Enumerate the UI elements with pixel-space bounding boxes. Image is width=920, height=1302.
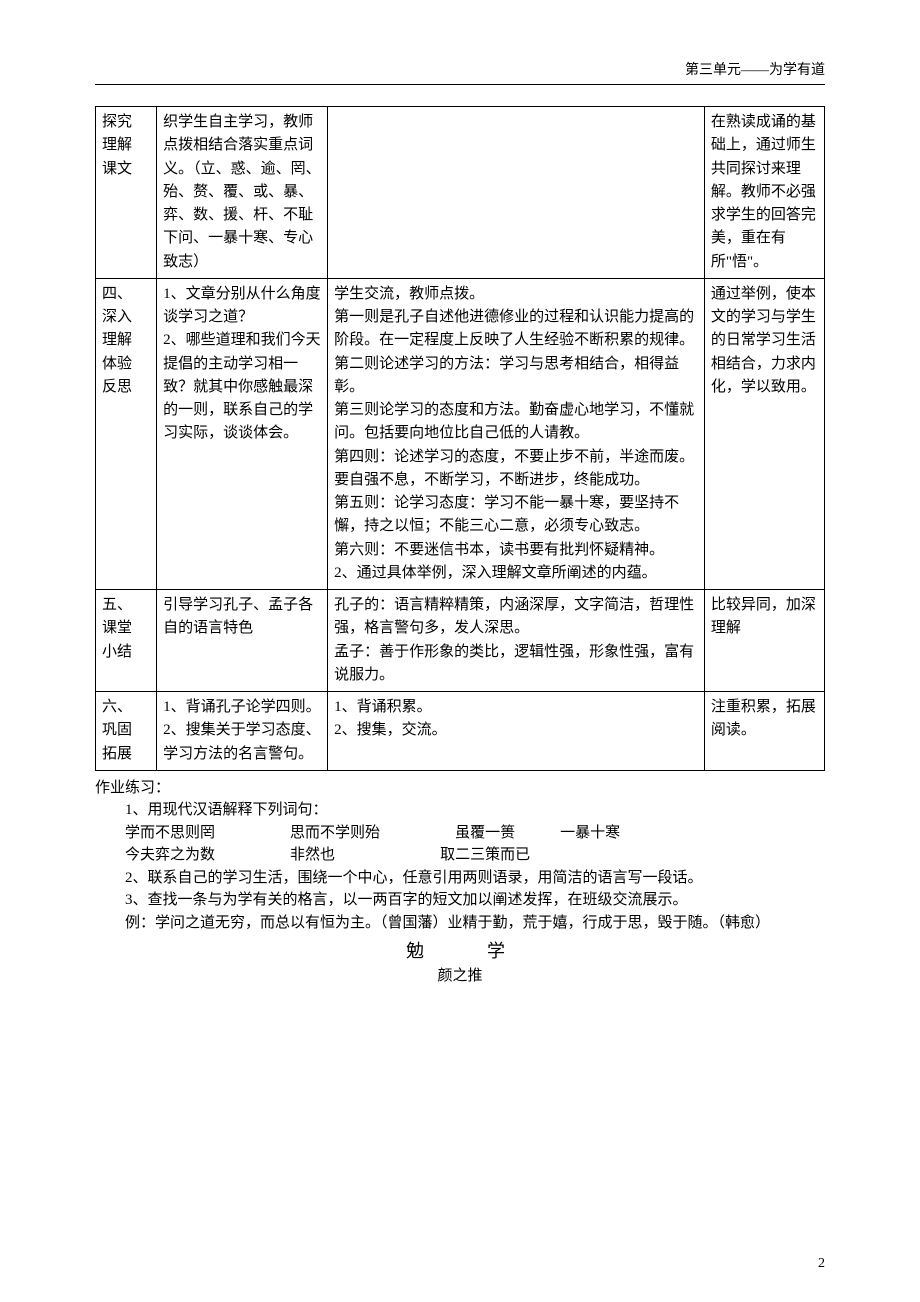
homework-heading: 作业练习：	[95, 777, 825, 800]
homework-q2: 2、联系自己的学习生活，围绕一个中心，任意引用两则语录，用简洁的语言写一段话。	[95, 867, 825, 890]
cell-note: 在熟读成诵的基础上，通过师生共同探讨来理解。教师不必强求学生的回答完美，重在有所…	[704, 107, 824, 279]
vocab-item: 取二三策而已	[440, 847, 530, 863]
cell-stage: 五、 课堂 小结	[96, 590, 157, 692]
cell-student	[328, 107, 705, 279]
cell-teacher: 1、文章分别从什么角度谈学习之道？ 2、哪些道理和我们今天提倡的主动学习相一致？…	[157, 278, 328, 589]
homework-example: 例：学问之道无穷，而总以有恒为主。（曾国藩）业精于勤，荒于嬉，行成于思，毁于随。…	[95, 912, 825, 935]
cell-note: 通过举例，使本文的学习与学生的日常学习生活相结合，力求内化，学以致用。	[704, 278, 824, 589]
cell-student: 学生交流，教师点拨。 第一则是孔子自述他进德修业的过程和认识能力提高的阶段。在一…	[328, 278, 705, 589]
table-row: 探究 理解 课文 织学生自主学习，教师点拨相结合落实重点词义。（立、惑、逾、罔、…	[96, 107, 825, 279]
vocab-item: 今夫弈之为数	[125, 847, 215, 863]
cell-stage: 四、 深入 理解 体验 反思	[96, 278, 157, 589]
homework-q1-intro: 1、用现代汉语解释下列词句：	[95, 799, 825, 822]
table-row: 六、 巩固 拓展 1、背诵孔子论学四则。 2、搜集关于学习态度、学习方法的名言警…	[96, 692, 825, 771]
header-unit: 第三单元——为学有道	[685, 60, 825, 81]
lesson-table: 探究 理解 课文 织学生自主学习，教师点拨相结合落实重点词义。（立、惑、逾、罔、…	[95, 106, 825, 771]
vocab-item: 一暴十寒	[560, 825, 620, 841]
vocab-item: 非然也	[290, 847, 335, 863]
homework-block: 作业练习： 1、用现代汉语解释下列词句： 学而不思则罔 思而不学则殆 虽覆一篑 …	[95, 777, 825, 935]
cell-note: 比较异同，加深理解	[704, 590, 824, 692]
page-root: 第三单元——为学有道 探究 理解 课文 织学生自主学习，教师点拨相结合落实重点词…	[0, 0, 920, 1302]
cell-note: 注重积累，拓展阅读。	[704, 692, 824, 771]
cell-teacher: 织学生自主学习，教师点拨相结合落实重点词义。（立、惑、逾、罔、殆、赘、覆、或、暴…	[157, 107, 328, 279]
header-rule	[95, 84, 825, 85]
table-row: 五、 课堂 小结 引导学习孔子、孟子各自的语言特色 孔子的：语言精粹精策，内涵深…	[96, 590, 825, 692]
vocab-item: 学而不思则罔	[125, 825, 215, 841]
next-lesson-title: 勉 学	[95, 938, 825, 965]
vocab-item: 思而不学则殆	[290, 825, 380, 841]
table-row: 四、 深入 理解 体验 反思 1、文章分别从什么角度谈学习之道？ 2、哪些道理和…	[96, 278, 825, 589]
cell-student: 孔子的：语言精粹精策，内涵深厚，文字简洁，哲理性强，格言警句多，发人深思。 孟子…	[328, 590, 705, 692]
content: 探究 理解 课文 织学生自主学习，教师点拨相结合落实重点词义。（立、惑、逾、罔、…	[95, 106, 825, 988]
cell-teacher: 1、背诵孔子论学四则。 2、搜集关于学习态度、学习方法的名言警句。	[157, 692, 328, 771]
next-lesson-author: 颜之推	[95, 965, 825, 988]
homework-q1-line2: 今夫弈之为数 非然也 取二三策而已	[125, 844, 825, 867]
cell-student: 1、背诵积累。 2、搜集，交流。	[328, 692, 705, 771]
homework-q1-line1: 学而不思则罔 思而不学则殆 虽覆一篑 一暴十寒	[125, 822, 825, 845]
vocab-item: 虽覆一篑	[455, 825, 515, 841]
page-number: 2	[818, 1253, 825, 1274]
cell-teacher: 引导学习孔子、孟子各自的语言特色	[157, 590, 328, 692]
homework-q3: 3、查找一条与为学有关的格言，以一两百字的短文加以阐述发挥，在班级交流展示。	[95, 889, 825, 912]
cell-stage: 六、 巩固 拓展	[96, 692, 157, 771]
cell-stage: 探究 理解 课文	[96, 107, 157, 279]
